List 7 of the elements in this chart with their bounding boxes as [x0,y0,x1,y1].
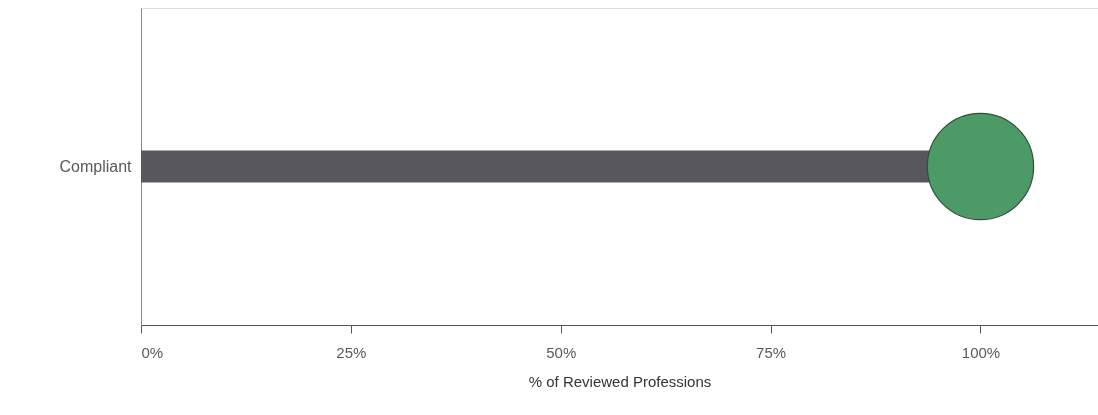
x-tick-label: 75% [756,343,787,361]
x-tick-label: 0% [141,343,164,361]
y-tick-label: Compliant [59,157,133,175]
x-tick-label: 100% [961,343,1001,361]
x-axis-title: % of Reviewed Professions [528,372,712,390]
x-tick-label: 50% [546,343,577,361]
x-tick-label: 25% [336,343,367,361]
